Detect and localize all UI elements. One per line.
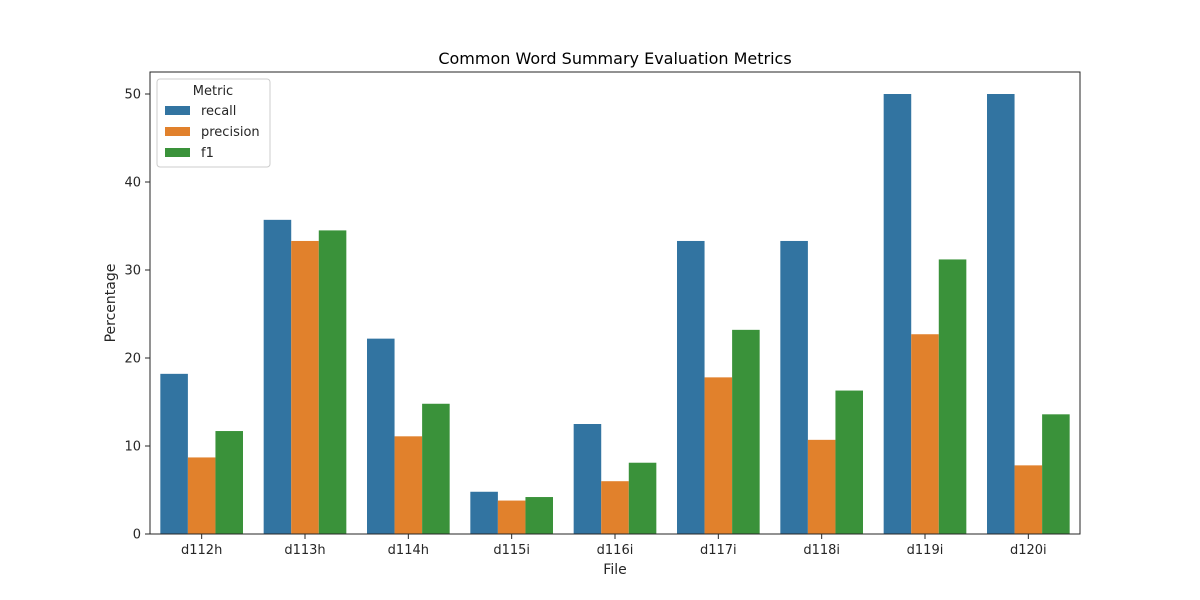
bar-f1-d120i [1042,414,1070,534]
bar-precision-d116i [601,481,629,534]
legend-label-recall: recall [201,104,236,119]
y-axis-label: Percentage [103,264,119,343]
bar-precision-d115i [497,500,526,534]
bar-precision-d118i [807,439,836,534]
bar-recall-d112h [160,373,188,534]
legend-title: Metric [193,84,233,99]
bar-f1-d112h [215,431,243,534]
bar-recall-d120i [987,94,1015,534]
y-tick-label: 0 [133,528,141,543]
x-tick-label: d118i [803,543,840,558]
y-tick-label: 50 [124,88,141,103]
x-tick-label: d114h [388,543,429,558]
bars-group [160,94,1070,534]
bar-recall-d117i [677,240,705,534]
bar-recall-d118i [780,240,808,534]
bar-recall-d114h [367,338,395,534]
legend-swatch-precision [165,127,190,136]
x-tick-label: d120i [1010,543,1047,558]
x-tick-label: d115i [493,543,530,558]
bar-precision-d119i [911,334,939,534]
bar-precision-d117i [704,377,733,534]
x-axis-label: File [603,562,626,578]
bar-recall-d115i [470,491,498,534]
y-tick-label: 10 [124,440,141,455]
bar-f1-d116i [628,462,657,534]
y-tick-label: 40 [124,176,141,191]
legend-label-f1: f1 [201,146,214,161]
x-tick-label: d117i [700,543,737,558]
chart-title: Common Word Summary Evaluation Metrics [438,49,791,68]
legend-swatch-recall [165,106,190,115]
legend-swatch-f1 [165,148,190,157]
x-axis: d112h d113h d114h d115i d116i d117i d118i d119i… [181,534,1047,558]
y-tick-label: 30 [124,264,141,279]
legend: Metric recall precision f1 [156,78,271,168]
bar-precision-d113h [291,240,319,534]
legend-label-precision: precision [201,125,260,140]
bar-recall-d119i [883,94,912,534]
bar-recall-d113h [263,219,292,534]
x-tick-label: d116i [597,543,634,558]
bar-precision-d114h [394,436,423,534]
bar-precision-d112h [187,457,216,534]
bar-recall-d116i [573,424,602,534]
bar-f1-d117i [732,329,760,534]
bar-precision-d120i [1014,465,1043,534]
bar-f1-d119i [938,259,967,534]
bar-f1-d113h [318,230,347,534]
x-tick-label: d119i [907,543,944,558]
y-axis: 0 10 20 30 40 50 [124,88,150,543]
y-tick-label: 20 [124,352,141,367]
plot-frame [149,71,1081,535]
x-tick-label: d112h [181,543,222,558]
legend-box [156,78,271,168]
bar-f1-d115i [525,497,553,534]
x-tick-label: d113h [284,543,325,558]
bar-f1-d118i [835,390,863,534]
bar-f1-d114h [422,403,450,534]
